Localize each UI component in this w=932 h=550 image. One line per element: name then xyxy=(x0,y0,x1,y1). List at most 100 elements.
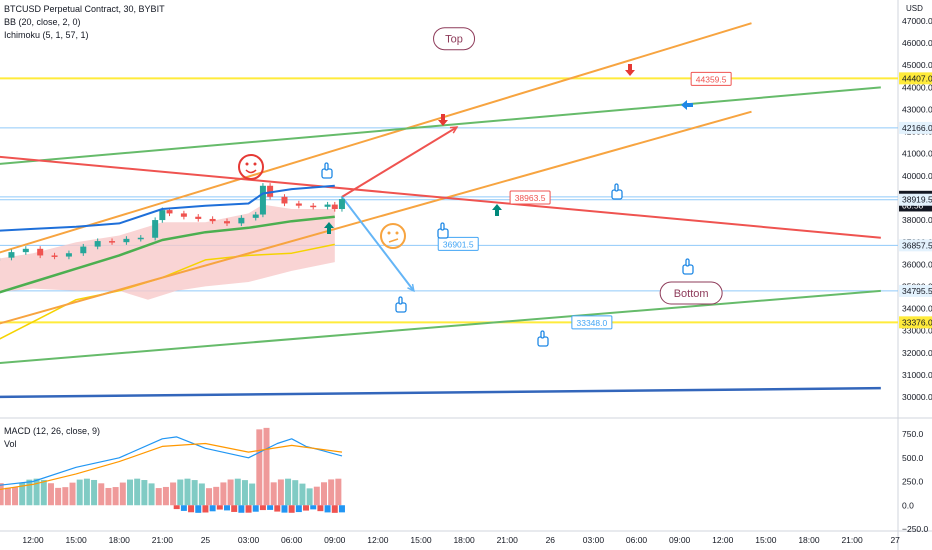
volume-bar[interactable] xyxy=(249,483,256,506)
macd-histogram-bar[interactable] xyxy=(238,505,245,513)
macd-histogram-bar[interactable] xyxy=(295,505,302,513)
trendline-red-down[interactable] xyxy=(0,155,881,239)
hand-pointer[interactable] xyxy=(537,330,549,347)
trendline-orange-lower[interactable] xyxy=(0,110,752,327)
volume-bar[interactable] xyxy=(285,478,292,506)
volume-bar[interactable] xyxy=(206,488,213,506)
volume-bar[interactable] xyxy=(12,487,19,506)
macd-histogram-bar[interactable] xyxy=(274,505,281,512)
macd-line[interactable] xyxy=(0,436,343,486)
arrow-up-marker[interactable] xyxy=(324,222,334,234)
volume-bar[interactable] xyxy=(292,480,299,506)
volume-bar[interactable] xyxy=(119,482,126,506)
candle[interactable] xyxy=(324,204,331,207)
volume-bar[interactable] xyxy=(141,480,148,506)
hand-pointer[interactable] xyxy=(682,258,694,275)
price-label-box[interactable] xyxy=(437,236,479,251)
volume-bar[interactable] xyxy=(170,482,177,506)
price-label-box[interactable] xyxy=(690,71,732,86)
macd-histogram-bar[interactable] xyxy=(195,505,202,513)
smiley-face-icon[interactable] xyxy=(238,154,264,180)
macd-histogram-bar[interactable] xyxy=(180,505,187,511)
macd-histogram-bar[interactable] xyxy=(173,505,180,510)
macd-histogram-bar[interactable] xyxy=(188,505,195,513)
candle[interactable] xyxy=(152,220,159,238)
arrow-left-marker[interactable] xyxy=(681,100,693,110)
macd-legend[interactable]: MACD (12, 26, close, 9) xyxy=(4,426,101,436)
hand-pointer[interactable] xyxy=(321,162,333,179)
volume-bar[interactable] xyxy=(26,479,33,506)
volume-bar[interactable] xyxy=(198,483,205,506)
trendline-green-lower[interactable] xyxy=(0,289,881,364)
bb-upper-band[interactable] xyxy=(0,184,335,232)
macd-histogram-bar[interactable] xyxy=(202,505,209,513)
time-axis[interactable]: 12:00 15:00 18:00 21:00 25 03:00 06:00 09:00 12:… xyxy=(22,535,900,545)
callout-bubble[interactable] xyxy=(433,27,476,51)
volume-bar[interactable] xyxy=(98,483,105,506)
candle[interactable] xyxy=(51,255,58,257)
volume-bar[interactable] xyxy=(162,486,169,506)
trendline-red-projection[interactable] xyxy=(341,126,458,198)
candle[interactable] xyxy=(180,213,187,217)
volume-bar[interactable] xyxy=(4,487,11,506)
volume-bar[interactable] xyxy=(299,483,306,506)
arrow-up-marker[interactable] xyxy=(492,204,502,216)
hand-pointer[interactable] xyxy=(395,296,407,313)
price-axis-marker[interactable] xyxy=(899,193,932,206)
price-axis-marker[interactable] xyxy=(899,284,932,297)
macd-histogram-bar[interactable] xyxy=(252,505,259,512)
bb-legend[interactable]: BB (20, close, 2, 0) xyxy=(4,17,81,27)
hand-pointer[interactable] xyxy=(437,222,449,239)
volume-bar[interactable] xyxy=(227,479,234,506)
candle[interactable] xyxy=(109,241,116,243)
candle[interactable] xyxy=(159,210,166,221)
volume-bar[interactable] xyxy=(47,483,54,506)
volume-bar[interactable] xyxy=(134,478,141,506)
macd-histogram-bar[interactable] xyxy=(267,505,274,510)
macd-histogram-bar[interactable] xyxy=(288,505,295,513)
volume-bar[interactable] xyxy=(234,478,241,506)
candle[interactable] xyxy=(22,248,29,253)
macd-histogram-bar[interactable] xyxy=(231,505,238,512)
candle[interactable] xyxy=(281,196,288,204)
candle[interactable] xyxy=(37,248,44,256)
candle[interactable] xyxy=(94,241,101,247)
volume-bar[interactable] xyxy=(76,479,83,506)
volume-bar[interactable] xyxy=(184,478,191,506)
volume-bar[interactable] xyxy=(241,480,248,506)
volume-bar[interactable] xyxy=(313,486,320,506)
volume-bar[interactable] xyxy=(263,427,270,506)
macd-histogram-bar[interactable] xyxy=(259,505,266,511)
volume-bar[interactable] xyxy=(335,478,342,506)
hand-pointer[interactable] xyxy=(611,183,623,200)
macd-histogram-bar[interactable] xyxy=(317,505,324,512)
vol-legend[interactable]: Vol xyxy=(4,439,17,449)
volume-bar[interactable] xyxy=(33,478,40,506)
candle[interactable] xyxy=(267,185,274,197)
macd-histogram-bar[interactable] xyxy=(331,505,338,513)
macd-histogram-bar[interactable] xyxy=(338,505,345,513)
volume-bar[interactable] xyxy=(328,479,335,506)
price-axis-marker[interactable] xyxy=(899,239,932,252)
price-axis[interactable]: 30000.031000.032000.033000.034000.035000… xyxy=(899,16,932,534)
volume-bar[interactable] xyxy=(306,488,313,506)
volume-bar[interactable] xyxy=(83,478,90,506)
candle[interactable] xyxy=(166,210,173,214)
trendline-blue-base[interactable] xyxy=(0,386,881,399)
volume-bar[interactable] xyxy=(270,482,277,506)
candle[interactable] xyxy=(259,185,266,215)
arrow-down-marker[interactable] xyxy=(438,114,448,126)
macd-histogram-bar[interactable] xyxy=(281,505,288,513)
candle[interactable] xyxy=(252,214,259,218)
macd-histogram-bar[interactable] xyxy=(324,505,331,513)
candle[interactable] xyxy=(8,252,15,258)
candle[interactable] xyxy=(295,203,302,206)
volume-bar[interactable] xyxy=(91,479,98,506)
candle[interactable] xyxy=(310,205,317,208)
trendline-blue-projection[interactable] xyxy=(341,196,415,292)
callout-bubble[interactable] xyxy=(659,281,723,305)
volume-bar[interactable] xyxy=(191,480,198,506)
volume-bar[interactable] xyxy=(40,479,47,506)
volume-bar[interactable] xyxy=(148,483,155,506)
